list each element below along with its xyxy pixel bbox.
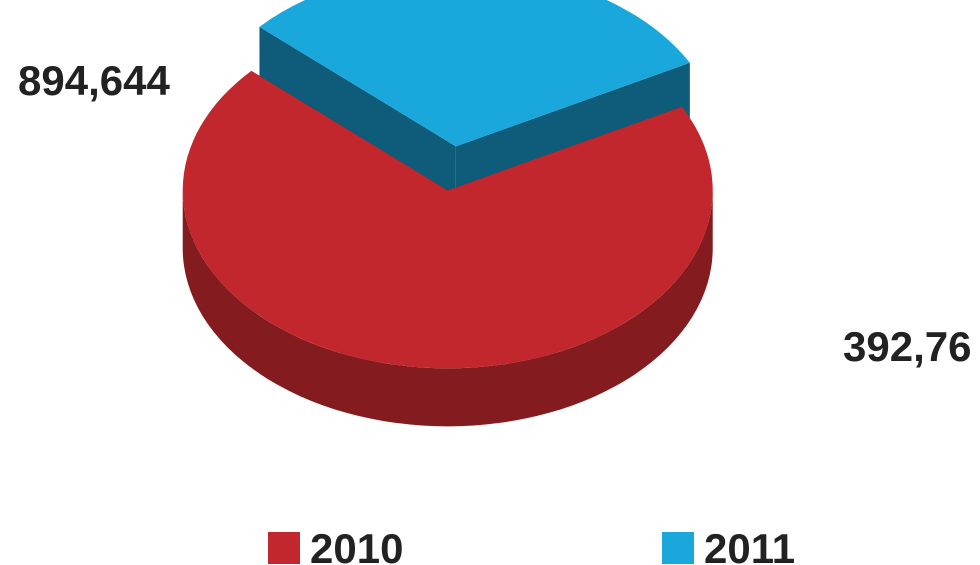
pie-slice-2011-top: [259, 0, 690, 147]
pie-slices: [182, 0, 713, 427]
legend-swatch-2010: [268, 532, 300, 564]
legend-label-2011: 2011: [704, 525, 795, 565]
pie-data-labels: 894,644 392,76: [18, 57, 971, 370]
pie-slice-2010: [182, 70, 713, 427]
legend: 2010 2011: [268, 525, 795, 565]
pie-slice-2010-outer-wall: [182, 190, 713, 427]
pie-slice-2010-top: [182, 70, 713, 369]
legend-item-2010: 2010: [268, 525, 403, 565]
legend-swatch-2011: [662, 532, 694, 564]
data-label-2011: 392,76: [843, 323, 971, 370]
legend-item-2011: 2011: [662, 525, 795, 565]
data-label-2010: 894,644: [18, 57, 170, 104]
pie-slice-2011-side-face-0: [259, 26, 456, 205]
legend-label-2010: 2010: [310, 525, 403, 565]
